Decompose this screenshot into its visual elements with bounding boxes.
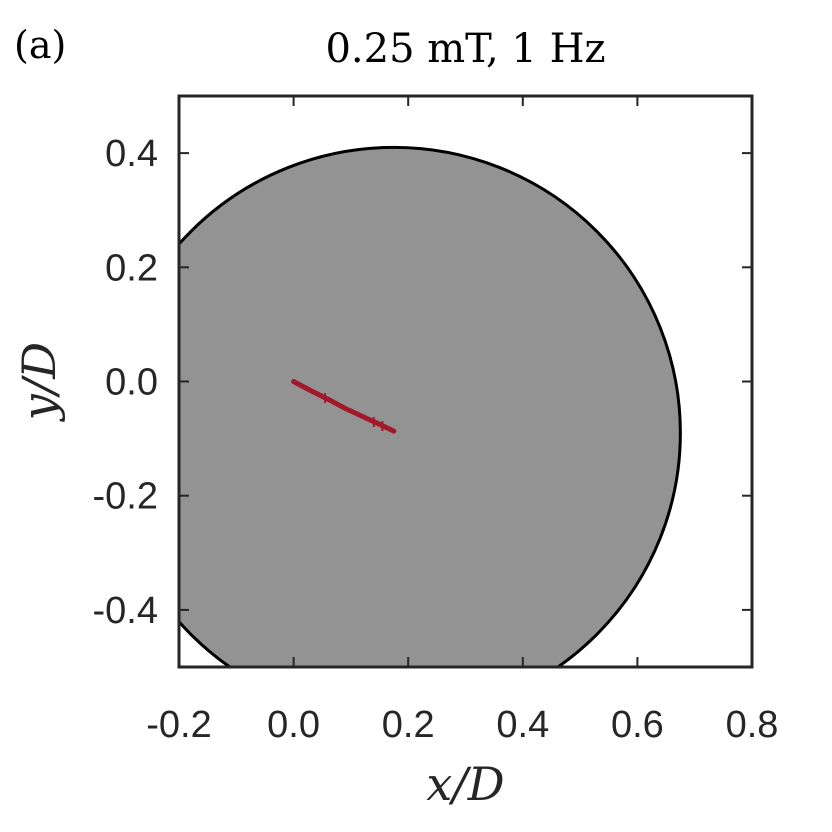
x-axis-label: x/D [426,757,504,811]
y-axis-label: y/D [12,342,66,422]
y-tick-label: 0.0 [105,362,158,404]
y-tick-label: -0.4 [93,590,158,632]
x-axis-label-text: x/D [426,757,504,811]
x-tick-label: 0.8 [726,704,779,746]
y-tick-label: 0.2 [105,247,158,289]
y-axis-label-text: y/D [12,342,66,422]
chart-title: 0.25 mT, 1 Hz [325,26,605,72]
x-tick-label: 0.2 [382,704,435,746]
x-tick-label: -0.2 [146,704,211,746]
x-tick-label: 0.4 [496,704,549,746]
trajectory-line-0 [291,379,397,434]
plot-area [179,145,682,667]
x-tick-label: 0.6 [611,704,664,746]
disk-region-0 [179,145,682,667]
axis-ticks: -0.2 0.0 0.2 0.4 0.6 0.8 -0.4 -0.2 0.0 0.2 0.4 [93,96,779,746]
x-tick-label: 0.0 [267,704,320,746]
y-tick-label: -0.2 [93,476,158,518]
y-tick-label: 0.4 [105,133,158,175]
panel-label: (a) [14,23,66,67]
